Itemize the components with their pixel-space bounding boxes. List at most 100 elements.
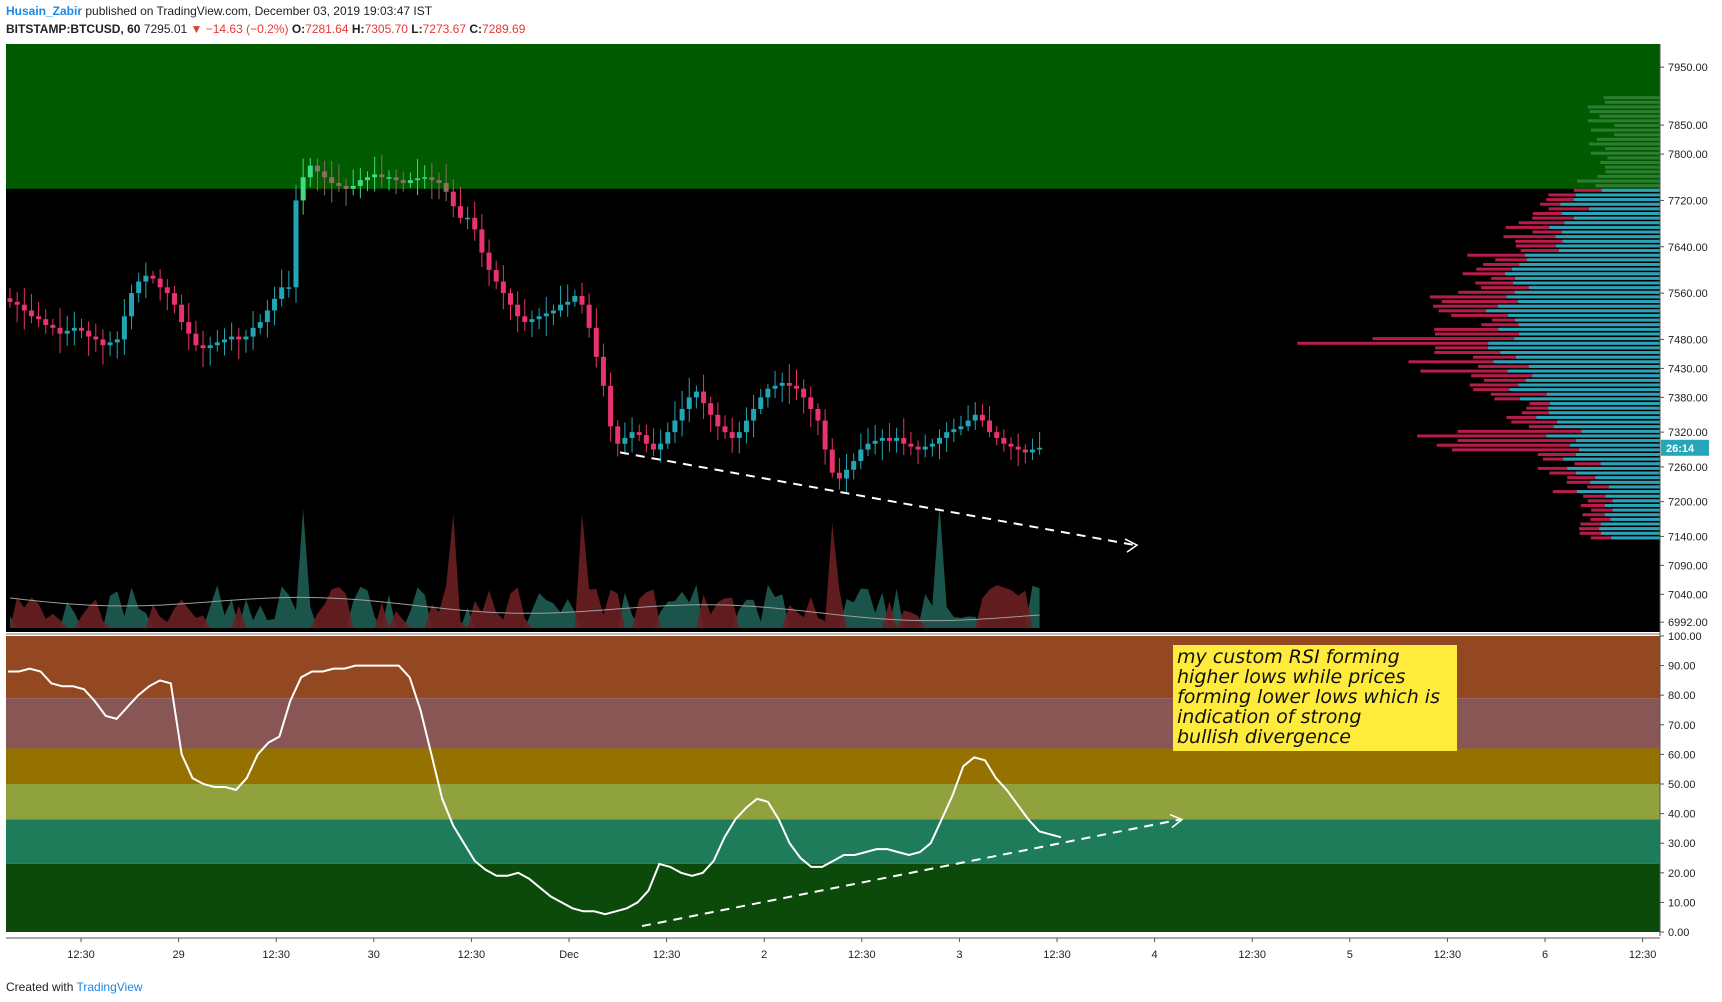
candle-down[interactable] <box>815 403 821 436</box>
candle-up[interactable] <box>243 329 249 353</box>
candle-down[interactable] <box>93 323 99 352</box>
candle-up[interactable] <box>121 299 127 355</box>
rsi-line[interactable] <box>8 664 1062 916</box>
candle-up[interactable] <box>844 453 850 495</box>
candle-up[interactable] <box>937 429 942 460</box>
candle-down[interactable] <box>908 431 914 456</box>
candle-down[interactable] <box>443 163 449 202</box>
candle-down[interactable] <box>579 282 585 314</box>
candle-down[interactable] <box>150 270 156 284</box>
candle-down[interactable] <box>600 343 606 397</box>
candle-up[interactable] <box>858 433 864 470</box>
candle-up[interactable] <box>951 418 957 443</box>
candle-down[interactable] <box>722 415 728 439</box>
candle-down[interactable] <box>836 458 842 490</box>
candle-up[interactable] <box>465 206 471 230</box>
candle-up[interactable] <box>207 336 213 366</box>
candle-down[interactable] <box>50 318 56 336</box>
candle-down[interactable] <box>157 269 163 301</box>
candle-up[interactable] <box>879 429 885 461</box>
candle-down[interactable] <box>508 288 513 321</box>
candle-up[interactable] <box>307 157 313 187</box>
candle-up[interactable] <box>214 329 220 352</box>
candle-up[interactable] <box>107 331 113 357</box>
candle-down[interactable] <box>994 426 1000 446</box>
candle-up[interactable] <box>357 167 363 199</box>
candle-down[interactable] <box>651 428 656 456</box>
candle-up[interactable] <box>71 311 77 346</box>
candle-up[interactable] <box>250 310 256 350</box>
candle-up[interactable] <box>264 299 270 338</box>
candle-down[interactable] <box>179 294 185 331</box>
candle-down[interactable] <box>593 308 599 368</box>
candle-down[interactable] <box>171 285 177 314</box>
candle-down[interactable] <box>393 169 399 195</box>
candle-up[interactable] <box>772 370 778 399</box>
candle-down[interactable] <box>515 291 521 333</box>
price-lower-lows-trendline[interactable] <box>619 451 1136 547</box>
candle-up[interactable] <box>550 304 556 326</box>
candle-down[interactable] <box>436 172 442 200</box>
candle-up[interactable] <box>851 453 857 480</box>
candle-down[interactable] <box>786 364 792 404</box>
candle-up[interactable] <box>279 269 285 307</box>
candle-up[interactable] <box>422 165 428 189</box>
candle-up[interactable] <box>629 417 635 453</box>
candle-down[interactable] <box>1001 429 1007 452</box>
candle-down[interactable] <box>36 301 42 327</box>
candle-up[interactable] <box>872 424 878 455</box>
candle-down[interactable] <box>987 406 993 438</box>
candle-up[interactable] <box>572 289 578 307</box>
candle-up[interactable] <box>958 415 964 436</box>
candle-up[interactable] <box>300 158 306 215</box>
candle-down[interactable] <box>450 179 456 218</box>
candle-down[interactable] <box>493 260 499 290</box>
candle-down[interactable] <box>186 303 192 351</box>
candle-up[interactable] <box>1029 438 1035 461</box>
candle-up[interactable] <box>350 169 356 196</box>
candle-up[interactable] <box>686 377 692 422</box>
candle-down[interactable] <box>586 293 592 338</box>
candle-down[interactable] <box>808 386 814 428</box>
candle-down[interactable] <box>979 404 985 427</box>
candle-up[interactable] <box>272 286 278 326</box>
candle-down[interactable] <box>21 288 27 330</box>
candle-up[interactable] <box>293 184 299 303</box>
candle-up[interactable] <box>529 310 535 338</box>
candle-down[interactable] <box>400 171 406 192</box>
candle-down[interactable] <box>329 160 335 203</box>
candle-down[interactable] <box>636 424 642 442</box>
annotation-callout[interactable]: my custom RSI forming higher lows while … <box>1173 645 1457 751</box>
candle-up[interactable] <box>386 170 392 191</box>
candle-up[interactable] <box>693 385 699 409</box>
candle-up[interactable] <box>665 422 671 449</box>
candle-down[interactable] <box>801 379 807 414</box>
candle-up[interactable] <box>136 272 142 303</box>
candle-down[interactable] <box>472 201 478 241</box>
candle-up[interactable] <box>736 421 742 454</box>
candle-down[interactable] <box>7 287 13 308</box>
candle-up[interactable] <box>743 407 749 444</box>
candle-down[interactable] <box>643 424 649 453</box>
candle-up[interactable] <box>622 422 628 455</box>
candle-up[interactable] <box>751 394 757 438</box>
candle-down[interactable] <box>86 321 92 356</box>
candle-up[interactable] <box>64 315 70 346</box>
candle-down[interactable] <box>193 320 199 352</box>
candle-down[interactable] <box>794 369 799 400</box>
candle-down[interactable] <box>57 308 63 354</box>
candle-up[interactable] <box>365 171 370 192</box>
candle-up[interactable] <box>758 388 764 415</box>
candle-up[interactable] <box>114 331 120 359</box>
candle-up[interactable] <box>536 308 542 330</box>
candle-down[interactable] <box>608 372 614 442</box>
candle-up[interactable] <box>658 429 664 463</box>
candle-up[interactable] <box>765 383 771 408</box>
candle-up[interactable] <box>679 390 685 437</box>
candle-down[interactable] <box>200 330 206 368</box>
candle-down[interactable] <box>1022 444 1028 464</box>
candle-down[interactable] <box>14 291 20 323</box>
candle-down[interactable] <box>822 409 828 465</box>
candle-down[interactable] <box>336 164 342 192</box>
